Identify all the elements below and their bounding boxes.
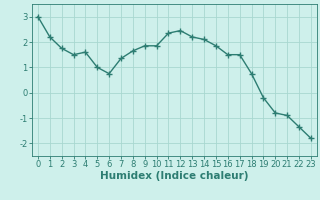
X-axis label: Humidex (Indice chaleur): Humidex (Indice chaleur)	[100, 171, 249, 181]
